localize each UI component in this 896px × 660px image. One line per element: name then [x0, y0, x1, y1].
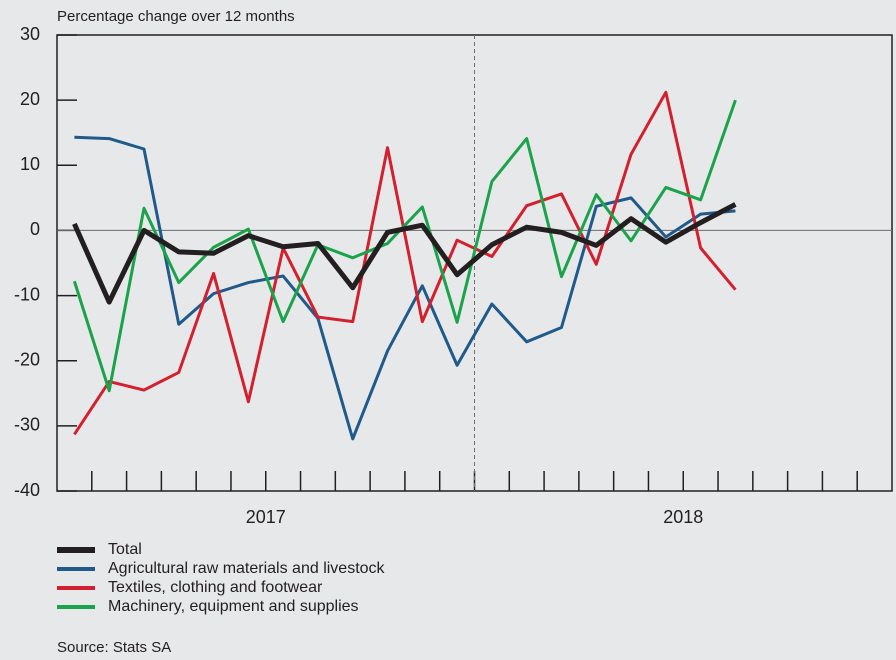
source: Source: Stats SA — [57, 639, 171, 656]
series-line — [74, 135, 736, 441]
y-tick-label: -30 — [14, 415, 40, 435]
y-tick-label: 0 — [30, 219, 40, 239]
y-tick-label: 30 — [20, 24, 40, 44]
series-line — [72, 202, 737, 305]
legend-label: Total — [108, 541, 142, 558]
legend-label: Machinery, equipment and supplies — [108, 598, 359, 615]
x-group-label: 2018 — [663, 507, 703, 527]
legend-label: Textiles, clothing and footwear — [108, 579, 323, 596]
y-tick-label: 10 — [20, 154, 40, 174]
series-line — [73, 90, 737, 436]
y-axis-label: Percentage change over 12 months — [57, 8, 295, 25]
y-tick-label: -10 — [14, 284, 40, 304]
y-tick-label: 20 — [20, 89, 40, 109]
series-line — [72, 99, 737, 393]
y-tick-label: -20 — [14, 349, 40, 369]
legend-label: Agricultural raw materials and livestock — [108, 560, 386, 577]
y-tick-label: -40 — [14, 480, 40, 500]
x-group-label: 2017 — [246, 507, 286, 527]
